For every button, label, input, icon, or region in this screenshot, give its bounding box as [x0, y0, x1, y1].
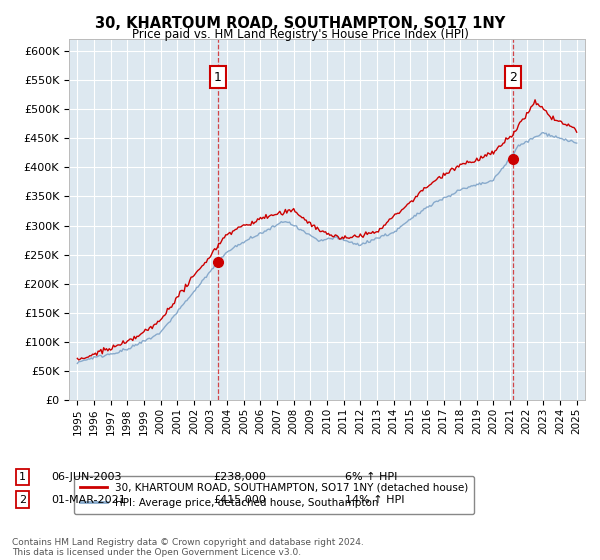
Text: 14% ↑ HPI: 14% ↑ HPI: [345, 494, 404, 505]
Text: £415,000: £415,000: [213, 494, 266, 505]
Text: 2: 2: [509, 71, 517, 83]
Text: 30, KHARTOUM ROAD, SOUTHAMPTON, SO17 1NY: 30, KHARTOUM ROAD, SOUTHAMPTON, SO17 1NY: [95, 16, 505, 31]
Text: Contains HM Land Registry data © Crown copyright and database right 2024.
This d: Contains HM Land Registry data © Crown c…: [12, 538, 364, 557]
Text: 01-MAR-2021: 01-MAR-2021: [51, 494, 126, 505]
Legend: 30, KHARTOUM ROAD, SOUTHAMPTON, SO17 1NY (detached house), HPI: Average price, d: 30, KHARTOUM ROAD, SOUTHAMPTON, SO17 1NY…: [74, 476, 475, 514]
Text: £238,000: £238,000: [213, 472, 266, 482]
Text: Price paid vs. HM Land Registry's House Price Index (HPI): Price paid vs. HM Land Registry's House …: [131, 28, 469, 41]
Text: 2: 2: [19, 494, 26, 505]
Text: 06-JUN-2003: 06-JUN-2003: [51, 472, 121, 482]
Text: 6% ↑ HPI: 6% ↑ HPI: [345, 472, 397, 482]
Text: 1: 1: [19, 472, 26, 482]
Text: 1: 1: [214, 71, 222, 83]
